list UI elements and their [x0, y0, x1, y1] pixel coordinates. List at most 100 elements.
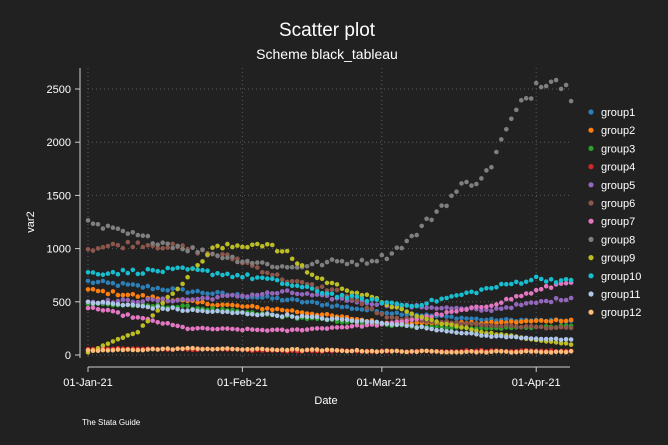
data-point — [414, 232, 420, 238]
data-point — [200, 247, 205, 252]
data-point — [284, 347, 290, 353]
data-point — [185, 297, 190, 303]
data-point — [155, 308, 160, 313]
data-point — [195, 346, 200, 352]
data-point — [180, 281, 185, 287]
data-point — [439, 296, 444, 302]
data-point — [319, 303, 325, 308]
data-point — [90, 280, 96, 286]
data-point — [100, 343, 106, 348]
data-point — [235, 303, 240, 308]
data-point — [354, 347, 360, 353]
data-point — [389, 322, 395, 327]
data-point — [509, 281, 514, 287]
data-point — [225, 271, 230, 277]
data-point — [115, 271, 121, 277]
series-group11 — [85, 299, 574, 343]
data-point — [484, 323, 489, 328]
data-point — [120, 228, 126, 234]
data-point — [265, 276, 270, 281]
data-point — [404, 323, 410, 329]
data-point — [215, 302, 220, 308]
legend-item-group3: group3 — [588, 143, 635, 155]
data-point — [254, 327, 260, 333]
data-point — [359, 292, 365, 298]
data-point — [110, 269, 116, 275]
chart-subtitle: Scheme black_tableau — [256, 46, 398, 62]
data-point — [543, 283, 549, 289]
data-point — [254, 312, 260, 318]
data-point — [499, 306, 504, 312]
data-point — [494, 302, 499, 307]
data-point — [469, 316, 474, 322]
data-point — [354, 294, 360, 300]
data-point — [260, 306, 265, 312]
data-point — [160, 269, 165, 275]
data-point — [155, 304, 160, 309]
data-point — [95, 222, 101, 227]
y-tick-labels: 0 500 1000 1500 2000 2500 — [47, 84, 80, 362]
data-point — [284, 288, 290, 293]
data-point — [200, 308, 205, 314]
data-point — [374, 323, 380, 328]
data-point — [279, 249, 285, 254]
data-point — [190, 266, 195, 271]
data-point — [389, 315, 395, 320]
data-point — [270, 291, 275, 296]
legend-item-group8: group8 — [588, 234, 635, 246]
data-point — [210, 245, 215, 250]
data-point — [165, 241, 170, 247]
data-point — [464, 290, 469, 296]
data-point — [504, 305, 509, 310]
data-point — [528, 349, 534, 354]
data-point — [230, 310, 235, 316]
data-point — [289, 290, 295, 296]
data-point — [145, 233, 151, 239]
data-point — [414, 320, 420, 325]
data-point — [120, 302, 126, 308]
data-point — [155, 245, 160, 251]
data-point — [454, 309, 459, 314]
data-point — [354, 262, 360, 268]
data-point — [389, 349, 395, 354]
data-point — [220, 309, 225, 315]
data-point — [190, 326, 195, 332]
data-point — [494, 306, 499, 311]
data-point — [140, 323, 146, 328]
data-point — [364, 305, 370, 311]
series-group5 — [85, 288, 574, 314]
data-point — [379, 311, 385, 317]
data-point — [314, 288, 320, 294]
data-point — [494, 149, 499, 155]
data-point — [250, 260, 255, 266]
data-point — [533, 318, 539, 324]
data-point — [294, 265, 300, 270]
data-point — [100, 278, 106, 284]
legend-item-group5: group5 — [588, 180, 635, 192]
data-point — [274, 347, 280, 353]
data-point — [359, 296, 365, 301]
data-point — [533, 80, 539, 86]
data-point — [145, 347, 151, 352]
data-point — [274, 272, 280, 277]
data-point — [220, 245, 225, 251]
data-point — [170, 266, 175, 272]
data-point — [479, 287, 484, 292]
data-point — [260, 244, 265, 249]
data-point — [399, 245, 405, 251]
data-point — [553, 340, 559, 345]
legend-item-group11: group11 — [588, 289, 641, 301]
data-point — [538, 336, 544, 342]
data-point — [130, 244, 136, 250]
data-point — [494, 285, 499, 290]
data-point — [215, 271, 220, 276]
data-point — [160, 306, 165, 311]
data-point — [95, 246, 101, 251]
data-point — [469, 321, 474, 327]
data-point — [374, 302, 380, 308]
data-point — [563, 297, 569, 303]
data-point — [115, 347, 121, 352]
data-point — [489, 164, 494, 170]
data-point — [120, 245, 126, 251]
